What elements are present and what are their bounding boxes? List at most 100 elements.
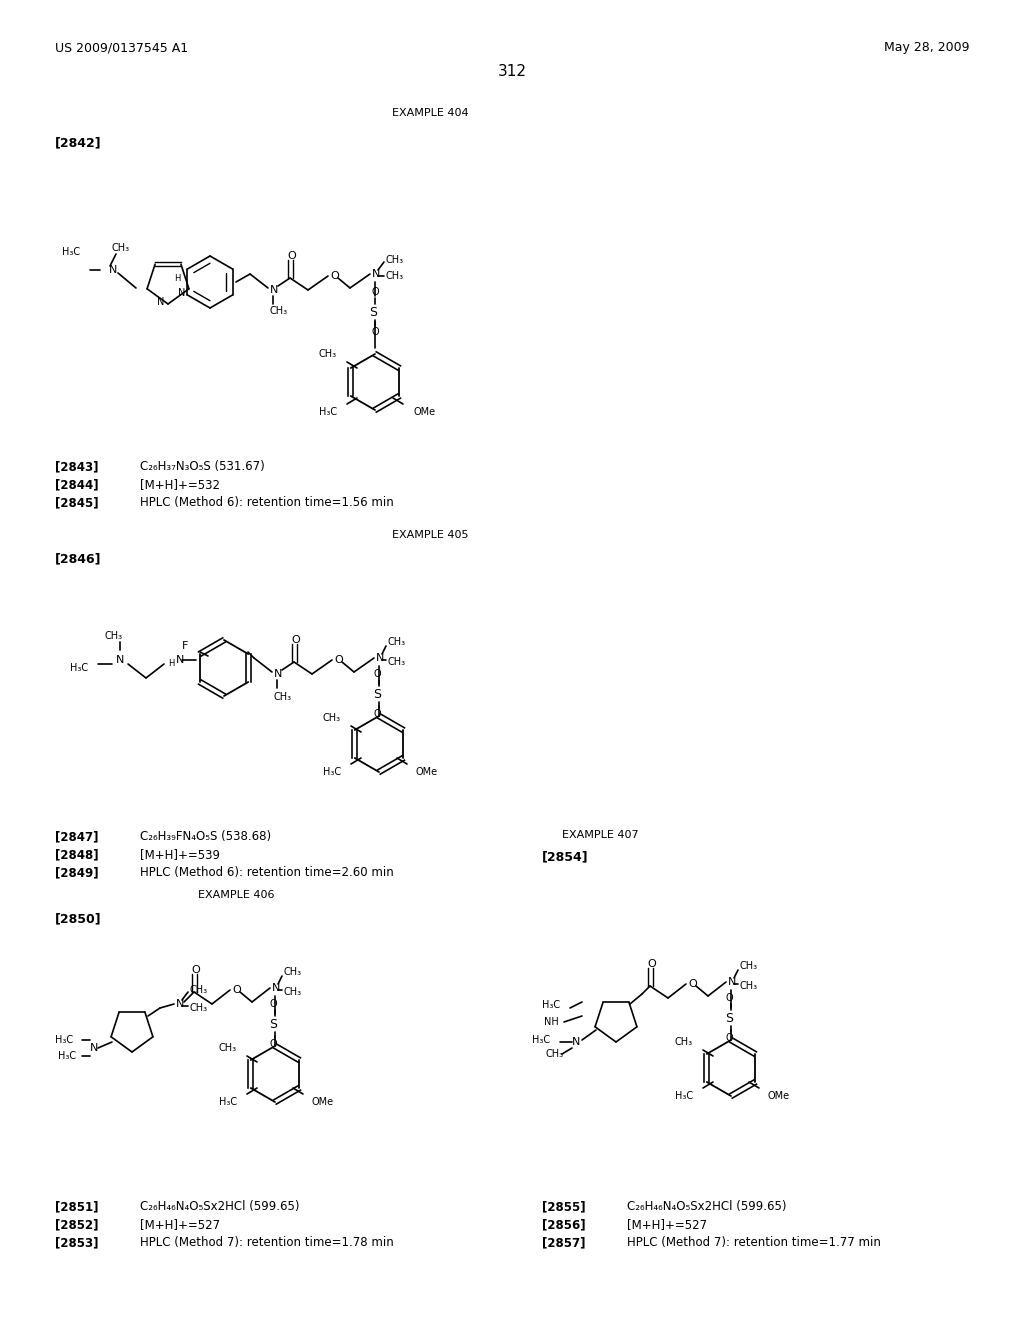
Text: CH₃: CH₃ (388, 638, 407, 647)
Text: [M+H]+=527: [M+H]+=527 (627, 1218, 708, 1232)
Text: O: O (371, 327, 379, 337)
Text: CH₃: CH₃ (323, 713, 341, 723)
Text: O: O (647, 960, 656, 969)
Text: EXAMPLE 404: EXAMPLE 404 (392, 108, 469, 117)
Text: [2842]: [2842] (55, 136, 101, 149)
Text: [M+H]+=527: [M+H]+=527 (140, 1218, 220, 1232)
Text: N: N (157, 297, 164, 308)
Text: N: N (376, 653, 384, 663)
Text: EXAMPLE 406: EXAMPLE 406 (198, 890, 274, 900)
Text: [2850]: [2850] (55, 912, 101, 925)
Text: CH₃: CH₃ (112, 243, 130, 253)
Text: H₃C: H₃C (58, 1051, 76, 1061)
Text: O: O (688, 979, 696, 989)
Text: HPLC (Method 7): retention time=1.78 min: HPLC (Method 7): retention time=1.78 min (140, 1236, 394, 1249)
Text: [2847]: [2847] (55, 830, 98, 843)
Text: CH₃: CH₃ (274, 692, 292, 702)
Text: [2844]: [2844] (55, 478, 98, 491)
Text: CH₃: CH₃ (190, 1003, 208, 1012)
Text: S: S (269, 1018, 278, 1031)
Text: S: S (369, 305, 377, 318)
Text: O: O (373, 709, 381, 719)
Text: [2853]: [2853] (55, 1236, 98, 1249)
Text: S: S (725, 1011, 733, 1024)
Text: O: O (334, 655, 343, 665)
Text: N: N (728, 977, 736, 987)
Text: 312: 312 (498, 65, 526, 79)
Text: O: O (232, 985, 241, 995)
Text: [M+H]+=539: [M+H]+=539 (140, 847, 220, 861)
Text: EXAMPLE 405: EXAMPLE 405 (392, 531, 469, 540)
Text: HPLC (Method 6): retention time=1.56 min: HPLC (Method 6): retention time=1.56 min (140, 496, 394, 510)
Text: CH₃: CH₃ (219, 1043, 237, 1053)
Text: [2854]: [2854] (542, 850, 589, 863)
Text: H₃C: H₃C (219, 1097, 237, 1107)
Text: CH₃: CH₃ (386, 271, 404, 281)
Text: OMe: OMe (415, 767, 437, 777)
Text: H₃C: H₃C (61, 247, 80, 257)
Text: CH₃: CH₃ (546, 1049, 564, 1059)
Text: H₃C: H₃C (542, 1001, 560, 1010)
Text: CH₃: CH₃ (740, 981, 758, 991)
Text: CH₃: CH₃ (740, 961, 758, 972)
Text: CH₃: CH₃ (284, 968, 302, 977)
Text: [2857]: [2857] (542, 1236, 586, 1249)
Text: O: O (269, 999, 276, 1008)
Text: O: O (330, 271, 339, 281)
Text: [2852]: [2852] (55, 1218, 98, 1232)
Text: CH₃: CH₃ (388, 657, 407, 667)
Text: US 2009/0137545 A1: US 2009/0137545 A1 (55, 41, 188, 54)
Text: N: N (274, 669, 283, 678)
Text: C₂₆H₃₉FN₄O₅S (538.68): C₂₆H₃₉FN₄O₅S (538.68) (140, 830, 271, 843)
Text: EXAMPLE 407: EXAMPLE 407 (562, 830, 639, 840)
Text: OMe: OMe (767, 1092, 790, 1101)
Text: N: N (572, 1038, 581, 1047)
Text: C₂₆H₃₇N₃O₅S (531.67): C₂₆H₃₇N₃O₅S (531.67) (140, 459, 265, 473)
Text: N: N (177, 288, 185, 298)
Text: F: F (181, 642, 188, 651)
Text: HPLC (Method 7): retention time=1.77 min: HPLC (Method 7): retention time=1.77 min (627, 1236, 881, 1249)
Text: OMe: OMe (311, 1097, 333, 1107)
Text: [2849]: [2849] (55, 866, 98, 879)
Text: CH₃: CH₃ (190, 985, 208, 995)
Text: [2843]: [2843] (55, 459, 98, 473)
Text: [M+H]+=532: [M+H]+=532 (140, 478, 220, 491)
Text: [2856]: [2856] (542, 1218, 586, 1232)
Text: O: O (371, 286, 379, 297)
Text: N: N (176, 655, 184, 665)
Text: O: O (725, 1034, 733, 1043)
Text: N: N (270, 285, 279, 294)
Text: [2846]: [2846] (55, 552, 101, 565)
Text: CH₃: CH₃ (675, 1038, 693, 1047)
Text: N: N (272, 983, 281, 993)
Text: O: O (373, 669, 381, 678)
Text: CH₃: CH₃ (270, 306, 288, 315)
Text: H: H (168, 660, 174, 668)
Text: N: N (176, 999, 184, 1008)
Text: H₃C: H₃C (70, 663, 88, 673)
Text: N: N (90, 1043, 98, 1053)
Text: O: O (725, 993, 733, 1003)
Text: H₃C: H₃C (323, 767, 341, 777)
Text: N: N (116, 655, 124, 665)
Text: HPLC (Method 6): retention time=2.60 min: HPLC (Method 6): retention time=2.60 min (140, 866, 394, 879)
Text: H₃C: H₃C (532, 1035, 550, 1045)
Text: H: H (174, 275, 180, 284)
Text: [2851]: [2851] (55, 1200, 98, 1213)
Text: N: N (372, 269, 380, 279)
Text: [2845]: [2845] (55, 496, 98, 510)
Text: H₃C: H₃C (675, 1092, 693, 1101)
Text: O: O (288, 251, 296, 261)
Text: S: S (373, 688, 381, 701)
Text: H₃C: H₃C (318, 407, 337, 417)
Text: CH₃: CH₃ (318, 348, 337, 359)
Text: CH₃: CH₃ (284, 987, 302, 997)
Text: OMe: OMe (413, 407, 435, 417)
Text: May 28, 2009: May 28, 2009 (884, 41, 969, 54)
Text: O: O (191, 965, 201, 975)
Text: CH₃: CH₃ (104, 631, 123, 642)
Text: O: O (292, 635, 300, 645)
Text: NH: NH (544, 1016, 559, 1027)
Text: C₂₆H₄₆N₄O₅Sx2HCl (599.65): C₂₆H₄₆N₄O₅Sx2HCl (599.65) (140, 1200, 299, 1213)
Text: [2855]: [2855] (542, 1200, 586, 1213)
